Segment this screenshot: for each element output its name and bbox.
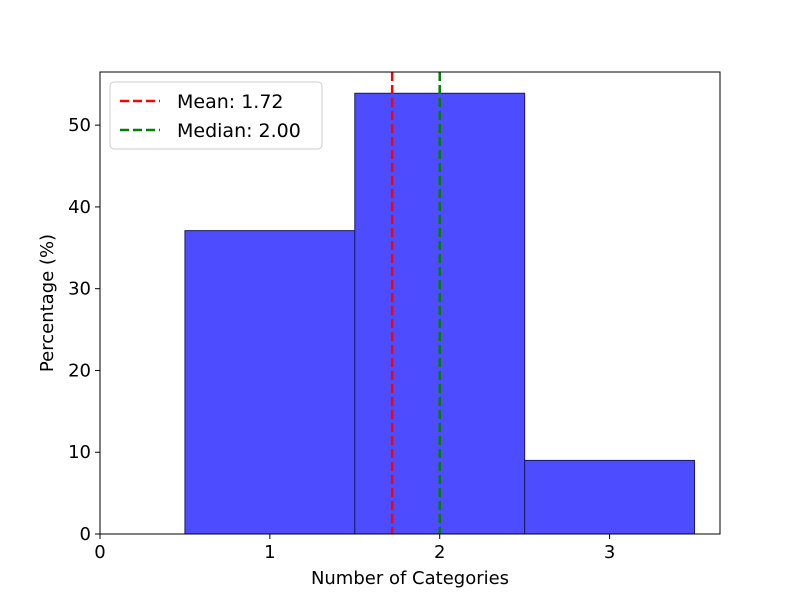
x-axis-ticks: 0 1 2 3 (94, 534, 615, 563)
legend: Mean: 1.72 Median: 2.00 (109, 81, 323, 150)
x-axis-title: Number of Categories (311, 568, 509, 589)
histogram-bar (184, 230, 356, 535)
legend-label: Mean: 1.72 (177, 91, 284, 113)
y-axis-title: Percentage (%) (37, 234, 58, 372)
legend-items: Mean: 1.72 Median: 2.00 (120, 91, 301, 142)
x-tick-label: 2 (434, 542, 445, 563)
x-tick-label: 3 (604, 542, 615, 563)
y-tick-label: 0 (80, 524, 91, 545)
x-tick-label: 1 (264, 542, 275, 563)
y-tick-label: 30 (68, 279, 91, 300)
histogram-bar (524, 459, 696, 535)
plot-frame (99, 71, 721, 535)
legend-box (109, 81, 323, 150)
reference-lines-layer (390, 72, 441, 534)
x-tick-label: 0 (94, 542, 105, 563)
legend-label: Median: 2.00 (177, 120, 301, 142)
y-tick-label: 40 (68, 197, 91, 218)
y-tick-label: 10 (68, 442, 91, 463)
y-axis-ticks: 0 10 20 30 40 50 (68, 115, 100, 545)
y-tick-label: 50 (68, 115, 91, 136)
y-tick-label: 20 (68, 360, 91, 381)
